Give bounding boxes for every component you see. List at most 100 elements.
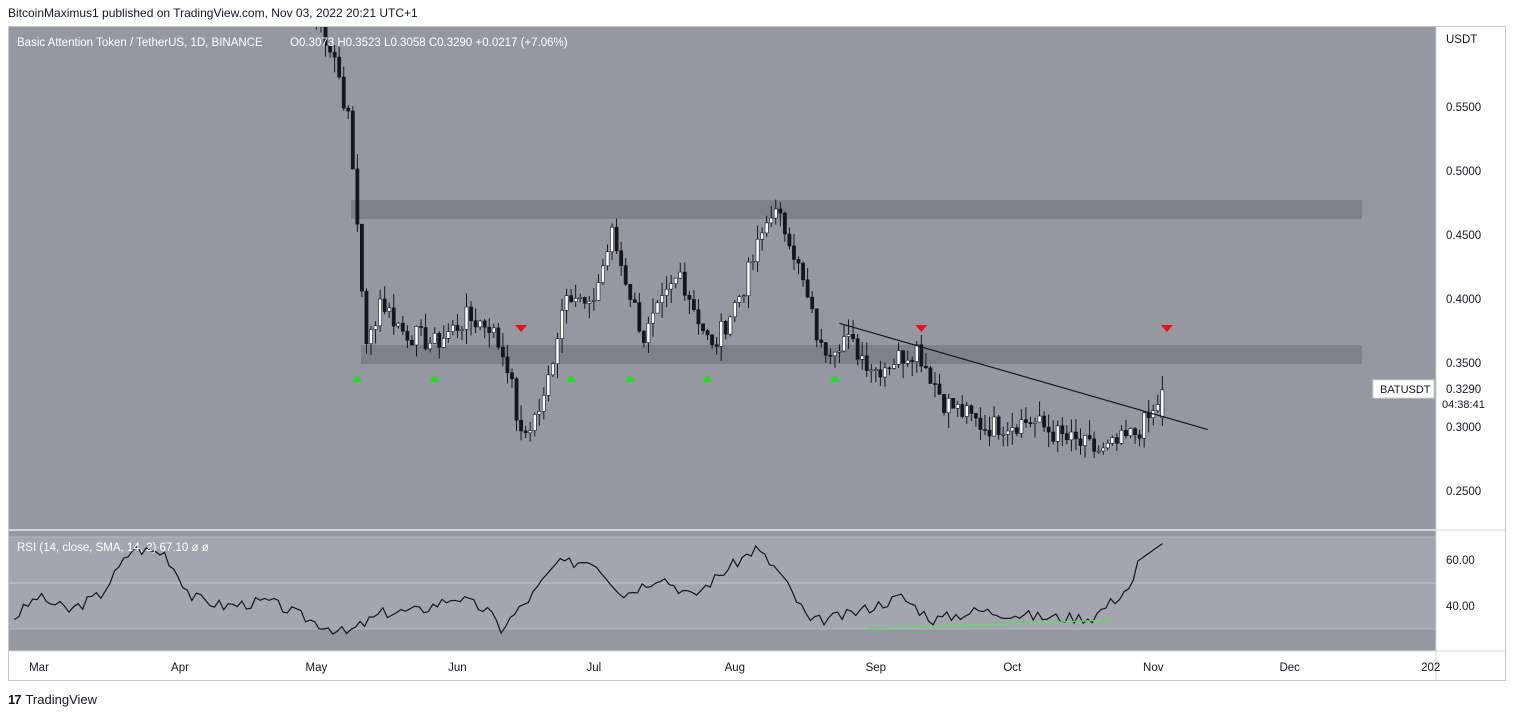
candle-body (673, 277, 678, 285)
candle-body (341, 76, 346, 109)
support-arrow-icon (429, 375, 440, 382)
candle-body (664, 288, 669, 296)
candle-body (660, 295, 664, 303)
support-arrow-icon (625, 375, 636, 382)
candle-body (555, 338, 560, 365)
candle-body (1092, 438, 1097, 452)
candle-body (669, 283, 674, 290)
pane-divider[interactable] (9, 529, 1436, 531)
candle-body (892, 364, 896, 369)
candle-body (400, 322, 405, 332)
candle-body (596, 282, 601, 301)
candle-body (1096, 450, 1101, 453)
support-zone[interactable] (361, 345, 1362, 364)
candle-body (1028, 422, 1033, 424)
price-pane[interactable] (9, 27, 1436, 529)
price-tick-label: 0.3000 (1446, 422, 1481, 434)
legend-symbol: Basic Attention Token / TetherUS, 1D, BI… (17, 37, 263, 49)
candle-body (478, 320, 483, 328)
candle-body (1119, 430, 1124, 444)
rsi-divergence-line[interactable] (866, 619, 1117, 630)
candle-body (732, 302, 737, 318)
candle-body (678, 271, 683, 279)
candle-body (1146, 412, 1151, 419)
candle-body (1105, 442, 1110, 449)
price-tick-label: 0.4500 (1446, 230, 1481, 242)
time-tick-label: Apr (171, 662, 189, 674)
candle-body (528, 430, 533, 434)
resistance-arrow-icon (515, 325, 528, 332)
candle-body (819, 339, 824, 343)
candle-body (1160, 389, 1165, 418)
price-axis-bg[interactable] (1436, 27, 1505, 680)
descending-trendline[interactable] (839, 322, 1209, 431)
time-tick-label: Aug (725, 662, 745, 674)
candle-body (914, 344, 919, 362)
rsi-tick-label: 40.00 (1446, 601, 1475, 613)
candle-body (1128, 428, 1133, 437)
candle-body (1051, 431, 1056, 442)
candle-body (1010, 427, 1015, 432)
candle-body (928, 367, 933, 384)
time-tick-label: Jun (448, 662, 467, 674)
time-tick-label: Dec (1279, 662, 1300, 674)
candle-body (378, 298, 383, 327)
candle-body (632, 299, 637, 303)
candle-body (851, 334, 855, 339)
candle-body (705, 330, 710, 336)
candle-body (1014, 427, 1019, 434)
candle-body (605, 251, 610, 267)
price-tick-label: 0.3500 (1446, 358, 1481, 370)
candle-body (1110, 437, 1115, 444)
price-tick-label: 0.5000 (1446, 166, 1481, 178)
support-arrow-icon (702, 375, 713, 382)
price-tick-label: 0.2500 (1446, 486, 1481, 498)
candle-body (937, 383, 942, 395)
time-axis-ticks: Mar Apr May Jun Jul Aug Sep Oct Nov Dec 202 (29, 662, 1440, 674)
candle-body (728, 316, 733, 335)
candle-body (778, 208, 783, 214)
candle-body (373, 325, 378, 330)
trading-chart[interactable]: Basic Attention Token / TetherUS, 1D, BI… (9, 6, 1505, 680)
candle-body (601, 265, 605, 283)
candle-body (414, 326, 419, 346)
time-tick-label: Jul (587, 662, 602, 674)
resistance-arrow-icon (915, 325, 928, 332)
candle-body (346, 107, 351, 112)
candle-body (1137, 434, 1142, 439)
candle-body (505, 356, 510, 373)
candle-body (682, 271, 687, 296)
candle-body (782, 212, 787, 235)
candle-body (551, 363, 555, 376)
candle-body (482, 320, 487, 328)
candle-body (992, 416, 996, 437)
tradingview-brand[interactable]: 17 TradingView (8, 692, 97, 707)
candle-body (855, 338, 860, 360)
resistance-arrow-icon (1160, 325, 1173, 332)
candle-body (1155, 404, 1160, 411)
publisher-line: BitcoinMaximus1 published on TradingView… (8, 6, 418, 20)
candle-body (960, 404, 965, 417)
candle-body (328, 45, 332, 53)
candle-body (1124, 430, 1128, 437)
price-axis-currency: USDT (1446, 34, 1477, 46)
candle-body (760, 232, 765, 240)
candle-body (910, 359, 915, 362)
candle-body (405, 330, 410, 341)
candle-body (460, 329, 464, 331)
chart-frame[interactable]: Basic Attention Token / TetherUS, 1D, BI… (8, 6, 1506, 681)
candle-body (1001, 434, 1006, 436)
candle-body (450, 324, 455, 332)
candle-body (623, 265, 628, 285)
candle-body (832, 351, 837, 357)
candle-body (755, 238, 760, 262)
candle-body (1101, 447, 1106, 452)
candle-body (896, 350, 901, 365)
legend-open-label: O (290, 37, 299, 49)
candle-body (801, 262, 805, 281)
candle-body (355, 168, 360, 225)
resistance-zone[interactable] (351, 200, 1362, 219)
rsi-tick-label: 60.00 (1446, 555, 1475, 567)
candle-body (369, 329, 373, 345)
candle-body (792, 245, 796, 260)
